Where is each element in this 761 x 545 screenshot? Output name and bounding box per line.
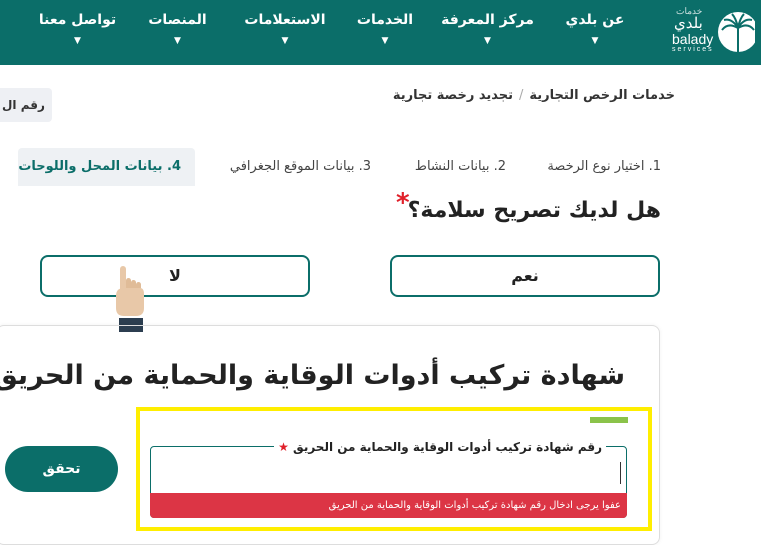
chevron-down-icon: ▼ (281, 36, 289, 46)
chevron-down-icon: ▼ (174, 36, 181, 46)
label-text: رقم شهادة تركيب أدوات الوقاية والحماية م… (293, 440, 602, 454)
brand-en-main: balady (672, 31, 714, 47)
nav-contact[interactable]: تواصل معنا ▼ (35, 12, 120, 46)
highlight-box (136, 407, 652, 531)
verify-button[interactable]: تحقق (5, 446, 118, 492)
palm-logo-icon (718, 12, 758, 52)
nav-services[interactable]: الخدمات ▼ (350, 12, 420, 46)
breadcrumb: خدمات الرخص التجارية / تجديد رخصة تجارية (393, 88, 675, 103)
yes-button[interactable]: نعم (390, 255, 660, 297)
brand-ar-main: بلدي (674, 15, 703, 32)
certificate-number-label: رقم شهادة تركيب أدوات الوقاية والحماية م… (274, 440, 606, 454)
nav-knowledge[interactable]: مركز المعرفة ▼ (440, 12, 535, 46)
chevron-down-icon: ▼ (484, 36, 491, 46)
nav-inquiries[interactable]: الاستعلامات ▼ (235, 12, 335, 46)
no-button[interactable]: لا (40, 255, 310, 297)
nav-label: المنصات (148, 12, 207, 28)
top-navbar (0, 0, 761, 65)
chevron-down-icon: ▼ (381, 36, 389, 46)
nav-label: تواصل معنا (38, 12, 117, 28)
brand-ar-top: خدمات (676, 6, 703, 16)
balady-logo[interactable] (700, 8, 758, 56)
chevron-down-icon: ▼ (74, 36, 81, 46)
chevron-down-icon: ▼ (591, 36, 599, 46)
nav-label: عن بلدي (565, 12, 625, 28)
brand-en-sub: services (672, 46, 714, 53)
text-caret (620, 462, 621, 484)
nav-label: الاستعلامات (244, 12, 326, 28)
pointing-hand-icon (110, 266, 146, 336)
accent-bar (590, 417, 628, 423)
step-tab-2[interactable]: 2. بيانات النشاط (414, 159, 506, 174)
required-asterisk: * (396, 188, 410, 218)
nav-label: الخدمات (356, 12, 414, 28)
breadcrumb-separator: / (519, 88, 524, 103)
safety-permit-question: هل لديك تصريح سلامة؟ (407, 198, 661, 223)
request-number-button[interactable]: رقم ال (0, 88, 52, 122)
step-tab-4-active[interactable]: 4. بيانات المحل واللوحات (18, 148, 195, 186)
step-tab-1[interactable]: 1. اختيار نوع الرخصة (547, 159, 661, 174)
nav-label: مركز المعرفة (441, 12, 534, 28)
nav-platforms[interactable]: المنصات ▼ (145, 12, 210, 46)
required-star-icon: ★ (278, 440, 289, 454)
breadcrumb-link[interactable]: خدمات الرخص التجارية (529, 88, 675, 103)
step-tab-3[interactable]: 3. بيانات الموقع الجغرافي (229, 159, 371, 174)
nav-about[interactable]: عن بلدي ▼ (565, 12, 625, 46)
card-title: شهادة تركيب أدوات الوقاية والحماية من ال… (0, 360, 625, 391)
breadcrumb-current: تجديد رخصة تجارية (392, 88, 513, 103)
error-message: عفوا يرجى ادخال رقم شهادة تركيب أدوات ال… (150, 493, 627, 518)
